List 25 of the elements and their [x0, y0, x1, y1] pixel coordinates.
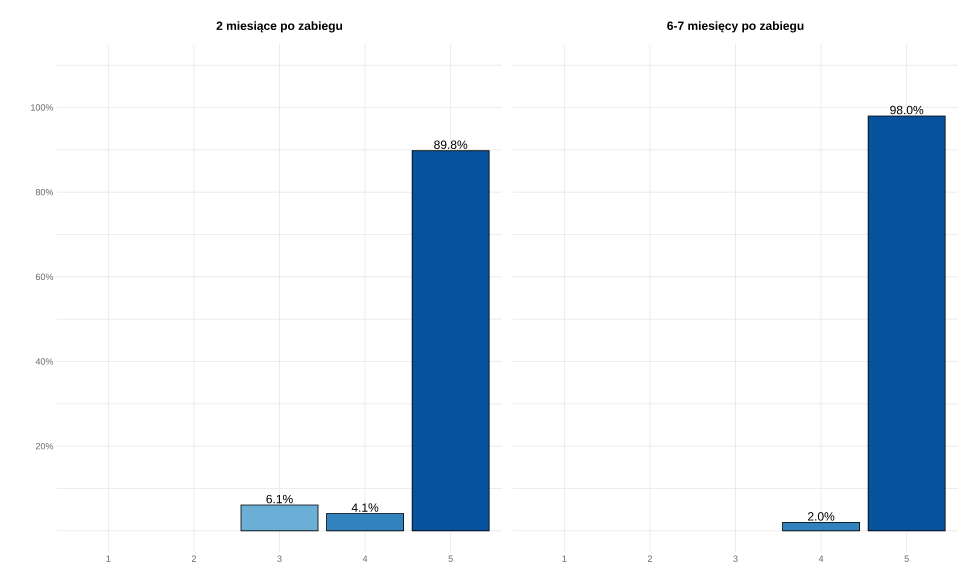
bar: [240, 504, 318, 532]
y-tick-label: 60%: [36, 274, 54, 280]
data-label: 4.1%: [352, 503, 378, 512]
data-label: 98.0%: [890, 106, 924, 114]
data-label: 89.8%: [434, 140, 468, 149]
data-label: 2.0%: [808, 512, 834, 521]
x-tick-label: 4: [362, 556, 368, 562]
chart-title: 2 miesiące po zabiegu: [216, 21, 342, 32]
bar: [326, 513, 404, 532]
y-tick-label: 40%: [36, 358, 54, 365]
x-tick-label: 4: [818, 556, 824, 562]
x-tick-label: 5: [904, 556, 909, 562]
y-tick-label: 20%: [36, 442, 54, 450]
bar: [412, 150, 490, 532]
chart-title: 6-7 miesięcy po zabiegu: [667, 21, 804, 32]
y-tick-label: 80%: [36, 188, 54, 196]
y-tick-label: 100%: [31, 104, 54, 111]
x-tick-label: 3: [733, 556, 738, 562]
data-label: 6.1%: [266, 494, 293, 504]
x-tick-label: 2: [648, 556, 652, 562]
x-tick-label: 2: [192, 556, 196, 562]
x-tick-label: 5: [448, 556, 453, 562]
x-tick-label: 3: [277, 556, 282, 562]
x-tick-label: 1: [562, 556, 566, 562]
x-tick-label: 1: [106, 556, 110, 562]
